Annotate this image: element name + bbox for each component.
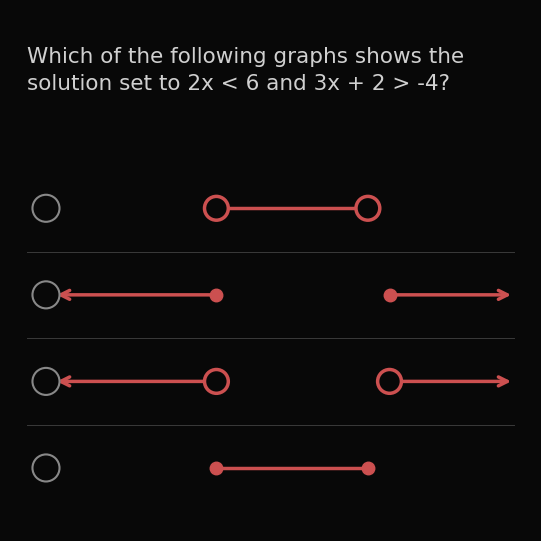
- Circle shape: [32, 454, 60, 481]
- Text: Which of the following graphs shows the: Which of the following graphs shows the: [27, 47, 464, 67]
- Circle shape: [378, 370, 401, 393]
- Circle shape: [32, 281, 60, 308]
- Circle shape: [32, 195, 60, 222]
- Circle shape: [32, 368, 60, 395]
- Circle shape: [356, 196, 380, 220]
- Circle shape: [204, 196, 228, 220]
- Text: solution set to 2x < 6 and 3x + 2 > -4?: solution set to 2x < 6 and 3x + 2 > -4?: [27, 74, 450, 94]
- Circle shape: [204, 370, 228, 393]
